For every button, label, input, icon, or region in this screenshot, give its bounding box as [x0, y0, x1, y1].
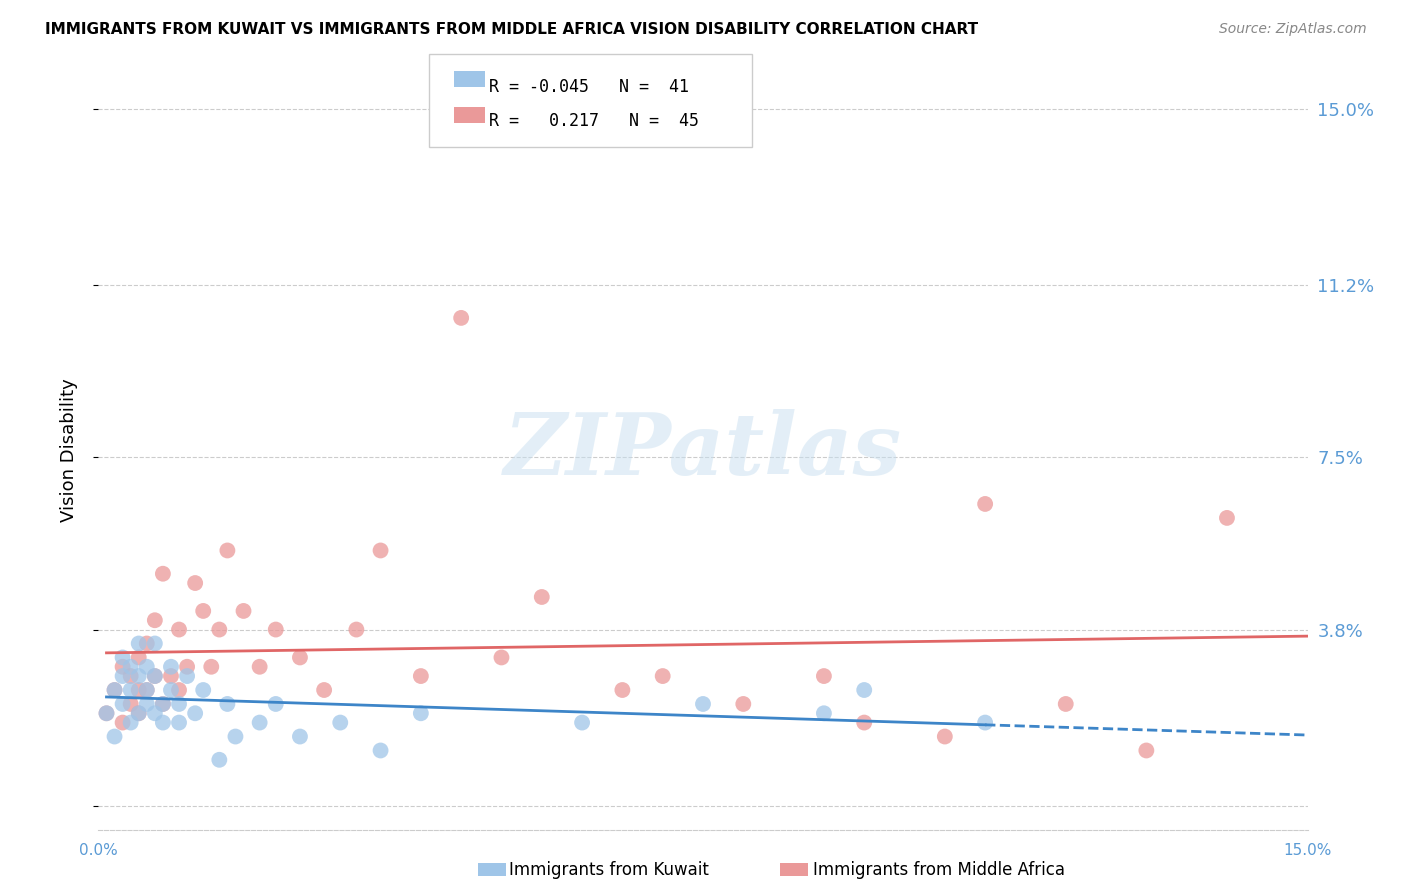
Point	[167, 715, 190, 730]
Point	[128, 706, 150, 721]
Text: Immigrants from Kuwait: Immigrants from Kuwait	[509, 861, 709, 879]
Point	[103, 683, 125, 698]
Point	[120, 683, 142, 698]
Text: ZIPatlas: ZIPatlas	[503, 409, 903, 492]
Point	[1216, 511, 1239, 525]
Point	[208, 753, 231, 767]
Point	[208, 623, 231, 637]
Point	[491, 650, 513, 665]
Point	[934, 730, 956, 744]
Point	[224, 730, 246, 744]
Point	[264, 697, 287, 711]
Point	[974, 715, 997, 730]
Point	[128, 706, 150, 721]
Text: Source: ZipAtlas.com: Source: ZipAtlas.com	[1219, 22, 1367, 37]
Point	[128, 669, 150, 683]
Y-axis label: Vision Disability: Vision Disability	[59, 378, 77, 523]
Point	[160, 659, 183, 673]
Point	[184, 706, 207, 721]
Point	[1054, 697, 1077, 711]
Point	[264, 623, 287, 637]
Point	[314, 683, 336, 698]
Point	[530, 590, 553, 604]
Point	[111, 669, 134, 683]
Point	[128, 636, 150, 650]
Point	[329, 715, 352, 730]
Point	[409, 669, 432, 683]
Point	[651, 669, 673, 683]
Point	[193, 683, 215, 698]
Point	[120, 697, 142, 711]
Point	[232, 604, 254, 618]
Point	[143, 669, 166, 683]
Point	[135, 683, 157, 698]
Point	[167, 683, 190, 698]
Point	[120, 659, 142, 673]
Point	[692, 697, 714, 711]
Point	[143, 706, 166, 721]
Point	[1135, 743, 1157, 757]
Point	[853, 715, 876, 730]
Text: Immigrants from Middle Africa: Immigrants from Middle Africa	[813, 861, 1064, 879]
Point	[370, 743, 392, 757]
Point	[143, 636, 166, 650]
Point	[135, 636, 157, 650]
Point	[167, 623, 190, 637]
Point	[450, 310, 472, 325]
Point	[152, 697, 174, 711]
Point	[288, 650, 311, 665]
Point	[813, 706, 835, 721]
Point	[96, 706, 118, 721]
Point	[193, 604, 215, 618]
Point	[217, 697, 239, 711]
Point	[176, 669, 198, 683]
Point	[111, 697, 134, 711]
Point	[103, 730, 125, 744]
Point	[120, 669, 142, 683]
Point	[612, 683, 634, 698]
Point	[167, 697, 190, 711]
Point	[111, 715, 134, 730]
Text: IMMIGRANTS FROM KUWAIT VS IMMIGRANTS FROM MIDDLE AFRICA VISION DISABILITY CORREL: IMMIGRANTS FROM KUWAIT VS IMMIGRANTS FRO…	[45, 22, 979, 37]
Point	[813, 669, 835, 683]
Point	[733, 697, 755, 711]
Point	[974, 497, 997, 511]
Point	[152, 715, 174, 730]
Text: 15.0%: 15.0%	[1284, 843, 1331, 858]
Point	[370, 543, 392, 558]
Point	[135, 697, 157, 711]
Point	[200, 659, 222, 673]
Point	[135, 683, 157, 698]
Point	[103, 683, 125, 698]
Point	[176, 659, 198, 673]
Point	[128, 650, 150, 665]
Point	[288, 730, 311, 744]
Point	[135, 659, 157, 673]
Point	[409, 706, 432, 721]
Point	[96, 706, 118, 721]
Point	[152, 566, 174, 581]
Point	[853, 683, 876, 698]
Point	[571, 715, 593, 730]
Point	[111, 650, 134, 665]
Point	[160, 683, 183, 698]
Point	[217, 543, 239, 558]
Point	[128, 683, 150, 698]
Text: R = -0.045   N =  41: R = -0.045 N = 41	[489, 78, 689, 96]
Point	[160, 669, 183, 683]
Point	[152, 697, 174, 711]
Point	[249, 659, 271, 673]
Text: R =   0.217   N =  45: R = 0.217 N = 45	[489, 112, 699, 129]
Point	[249, 715, 271, 730]
Text: 0.0%: 0.0%	[79, 843, 118, 858]
Point	[184, 576, 207, 591]
Point	[111, 659, 134, 673]
Point	[143, 669, 166, 683]
Point	[120, 715, 142, 730]
Point	[143, 613, 166, 627]
Point	[344, 623, 367, 637]
